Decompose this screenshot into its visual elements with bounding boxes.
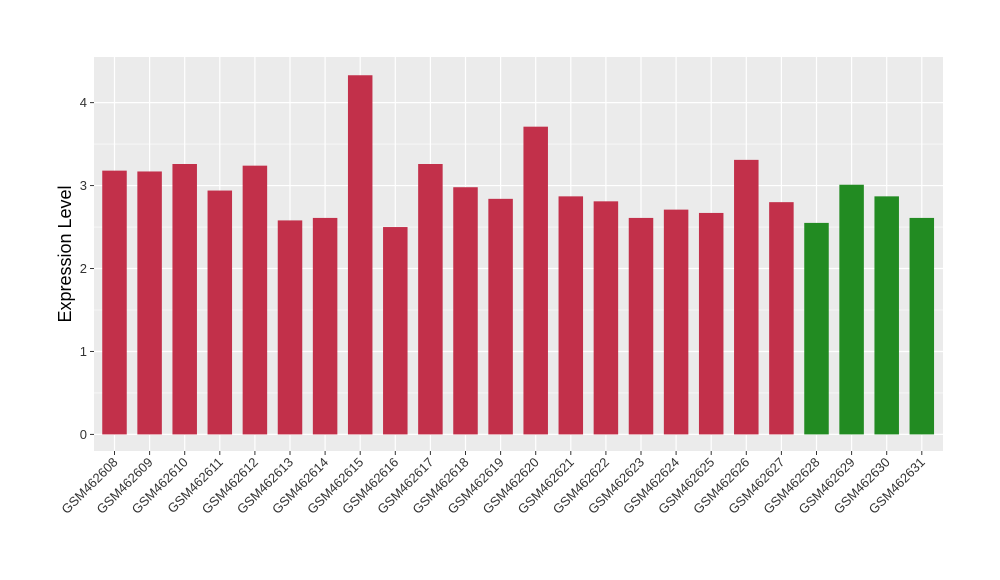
bar-GSM462610: [172, 164, 197, 435]
bar-GSM462611: [207, 190, 233, 435]
y-tick-label: 4: [80, 95, 87, 110]
bars: [102, 75, 935, 435]
y-tick-label: 1: [80, 344, 87, 359]
bar-GSM462618: [453, 187, 478, 435]
bar-GSM462608: [102, 170, 127, 435]
y-axis-title: Expression Level: [55, 185, 75, 322]
bar-GSM462624: [663, 209, 689, 435]
y-axis-ticks: 0 1 2 3 4: [80, 95, 94, 442]
y-tick-label: 2: [80, 261, 87, 276]
bar-GSM462627: [769, 202, 794, 435]
bar-GSM462628: [804, 222, 829, 435]
bar-GSM462631: [909, 217, 935, 435]
bar-GSM462623: [628, 217, 654, 435]
bar-GSM462617: [418, 164, 443, 435]
bar-GSM462630: [874, 196, 899, 435]
bar-GSM462622: [593, 201, 619, 435]
bar-GSM462609: [137, 171, 162, 435]
bar-GSM462625: [698, 212, 724, 435]
bar-GSM462621: [558, 196, 584, 435]
minor-gridlines: [94, 143, 943, 394]
bar-GSM462615: [347, 75, 373, 435]
bar-GSM462612: [242, 165, 268, 435]
plot-panel: [94, 57, 943, 451]
bar-GSM462613: [277, 220, 303, 435]
bar-GSM462629: [839, 184, 864, 435]
bar-GSM462626: [734, 159, 759, 435]
bar-GSM462616: [383, 227, 408, 435]
x-axis-ticks: GSM462608GSM462609GSM462610GSM462611GSM4…: [58, 451, 928, 517]
bar-GSM462620: [523, 126, 548, 435]
y-tick-label: 3: [80, 178, 87, 193]
bar-GSM462614: [312, 217, 338, 435]
y-tick-label: 0: [80, 427, 87, 442]
bar-GSM462619: [488, 198, 513, 435]
